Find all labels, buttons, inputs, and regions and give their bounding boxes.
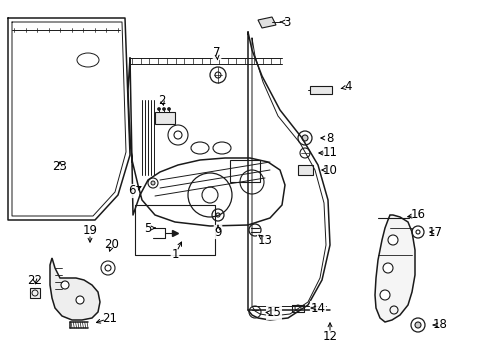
Text: 8: 8 — [326, 131, 334, 144]
Bar — [155, 112, 175, 124]
Text: 22: 22 — [27, 274, 43, 287]
Text: 2: 2 — [158, 94, 166, 107]
Circle shape — [61, 281, 69, 289]
Text: 11: 11 — [322, 147, 338, 159]
Circle shape — [163, 108, 166, 111]
Circle shape — [302, 135, 308, 141]
Text: 15: 15 — [267, 306, 281, 320]
Text: 18: 18 — [433, 319, 447, 332]
Text: 19: 19 — [82, 224, 98, 237]
Bar — [30, 288, 40, 298]
Text: 16: 16 — [411, 208, 425, 221]
Text: 21: 21 — [102, 311, 118, 324]
Text: 3: 3 — [283, 15, 291, 28]
Polygon shape — [50, 258, 100, 320]
Text: 6: 6 — [128, 184, 136, 198]
Text: 4: 4 — [344, 81, 352, 94]
Text: 13: 13 — [258, 234, 272, 247]
Circle shape — [380, 290, 390, 300]
Text: 14: 14 — [311, 302, 325, 315]
Text: 1: 1 — [171, 248, 179, 261]
Text: 12: 12 — [322, 330, 338, 343]
Circle shape — [151, 181, 155, 185]
Text: 7: 7 — [213, 46, 221, 59]
Polygon shape — [375, 215, 415, 322]
Text: 5: 5 — [145, 221, 152, 234]
Text: 23: 23 — [52, 161, 68, 174]
Bar — [298, 165, 313, 175]
Text: 9: 9 — [214, 225, 222, 238]
Circle shape — [415, 322, 421, 328]
Text: 17: 17 — [427, 225, 442, 238]
Text: 20: 20 — [104, 238, 120, 251]
Polygon shape — [258, 17, 276, 28]
Circle shape — [388, 235, 398, 245]
Circle shape — [383, 263, 393, 273]
Bar — [230, 160, 260, 182]
Circle shape — [168, 108, 171, 111]
Bar — [310, 86, 332, 94]
Circle shape — [76, 296, 84, 304]
Circle shape — [157, 108, 161, 111]
Text: 10: 10 — [322, 163, 338, 176]
